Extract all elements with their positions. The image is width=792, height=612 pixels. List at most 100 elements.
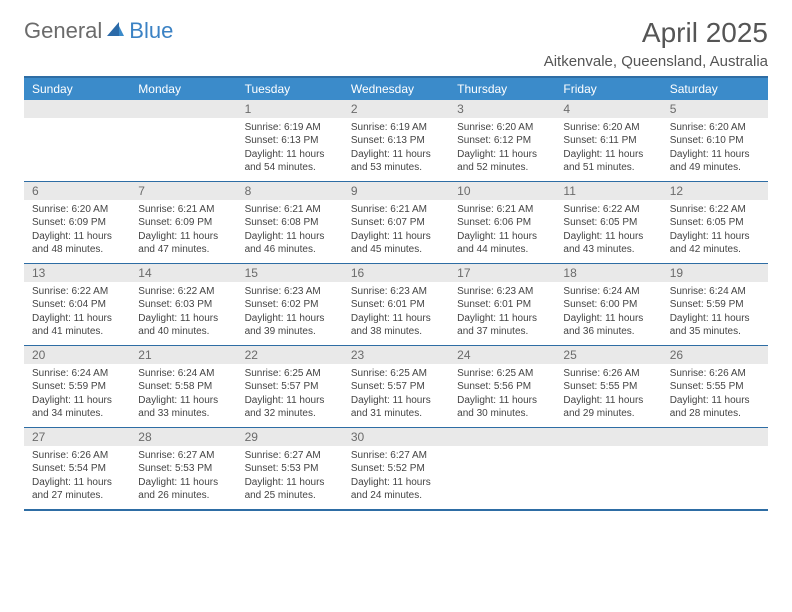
sunset-text: Sunset: 5:54 PM [32, 462, 122, 476]
day-number: 10 [449, 182, 555, 200]
day-number: 20 [24, 346, 130, 364]
daylight-text: Daylight: 11 hours and 30 minutes. [457, 394, 547, 421]
day-header: Tuesday [237, 78, 343, 100]
day-number [24, 100, 130, 118]
daylight-text: Daylight: 11 hours and 31 minutes. [351, 394, 441, 421]
day-cell: Sunrise: 6:24 AMSunset: 5:59 PMDaylight:… [24, 364, 130, 427]
day-cell: Sunrise: 6:23 AMSunset: 6:01 PMDaylight:… [449, 282, 555, 345]
daylight-text: Daylight: 11 hours and 46 minutes. [245, 230, 335, 257]
day-cell [130, 118, 236, 181]
day-cell: Sunrise: 6:21 AMSunset: 6:09 PMDaylight:… [130, 200, 236, 263]
sunset-text: Sunset: 5:59 PM [670, 298, 760, 312]
sunset-text: Sunset: 6:12 PM [457, 134, 547, 148]
day-cell [449, 446, 555, 509]
day-header: Monday [130, 78, 236, 100]
day-cell [24, 118, 130, 181]
daylight-text: Daylight: 11 hours and 38 minutes. [351, 312, 441, 339]
day-number: 25 [555, 346, 661, 364]
title-block: April 2025 Aitkenvale, Queensland, Austr… [544, 18, 768, 70]
sunset-text: Sunset: 6:06 PM [457, 216, 547, 230]
sunrise-text: Sunrise: 6:20 AM [670, 121, 760, 135]
daylight-text: Daylight: 11 hours and 45 minutes. [351, 230, 441, 257]
day-cell: Sunrise: 6:27 AMSunset: 5:53 PMDaylight:… [237, 446, 343, 509]
sunset-text: Sunset: 5:53 PM [245, 462, 335, 476]
location-text: Aitkenvale, Queensland, Australia [544, 53, 768, 70]
sunrise-text: Sunrise: 6:20 AM [32, 203, 122, 217]
daylight-text: Daylight: 11 hours and 25 minutes. [245, 476, 335, 503]
day-cell: Sunrise: 6:21 AMSunset: 6:07 PMDaylight:… [343, 200, 449, 263]
week-daynum-row: 6789101112 [24, 181, 768, 200]
day-number: 2 [343, 100, 449, 118]
sunrise-text: Sunrise: 6:24 AM [670, 285, 760, 299]
day-cell: Sunrise: 6:21 AMSunset: 6:06 PMDaylight:… [449, 200, 555, 263]
week-daynum-row: 12345 [24, 100, 768, 118]
sunrise-text: Sunrise: 6:19 AM [351, 121, 441, 135]
day-number: 19 [662, 264, 768, 282]
day-header-row: SundayMondayTuesdayWednesdayThursdayFrid… [24, 78, 768, 100]
sunrise-text: Sunrise: 6:25 AM [457, 367, 547, 381]
day-cell: Sunrise: 6:27 AMSunset: 5:52 PMDaylight:… [343, 446, 449, 509]
day-number: 6 [24, 182, 130, 200]
day-number: 1 [237, 100, 343, 118]
day-number: 27 [24, 428, 130, 446]
day-number: 9 [343, 182, 449, 200]
sunset-text: Sunset: 6:11 PM [563, 134, 653, 148]
sunset-text: Sunset: 5:59 PM [32, 380, 122, 394]
day-number: 18 [555, 264, 661, 282]
day-number: 16 [343, 264, 449, 282]
sunset-text: Sunset: 6:10 PM [670, 134, 760, 148]
day-number: 5 [662, 100, 768, 118]
week-content-row: Sunrise: 6:24 AMSunset: 5:59 PMDaylight:… [24, 364, 768, 427]
day-number: 22 [237, 346, 343, 364]
sunset-text: Sunset: 6:02 PM [245, 298, 335, 312]
daylight-text: Daylight: 11 hours and 53 minutes. [351, 148, 441, 175]
brand-blue: Blue [129, 18, 173, 44]
daylight-text: Daylight: 11 hours and 35 minutes. [670, 312, 760, 339]
day-cell: Sunrise: 6:20 AMSunset: 6:11 PMDaylight:… [555, 118, 661, 181]
daylight-text: Daylight: 11 hours and 49 minutes. [670, 148, 760, 175]
sunset-text: Sunset: 6:05 PM [670, 216, 760, 230]
sunset-text: Sunset: 5:55 PM [670, 380, 760, 394]
daylight-text: Daylight: 11 hours and 34 minutes. [32, 394, 122, 421]
day-cell: Sunrise: 6:22 AMSunset: 6:05 PMDaylight:… [662, 200, 768, 263]
day-number: 21 [130, 346, 236, 364]
sunset-text: Sunset: 5:57 PM [245, 380, 335, 394]
day-number: 12 [662, 182, 768, 200]
sunrise-text: Sunrise: 6:23 AM [457, 285, 547, 299]
daylight-text: Daylight: 11 hours and 37 minutes. [457, 312, 547, 339]
day-number [130, 100, 236, 118]
sunset-text: Sunset: 5:56 PM [457, 380, 547, 394]
sunrise-text: Sunrise: 6:24 AM [138, 367, 228, 381]
sunrise-text: Sunrise: 6:25 AM [245, 367, 335, 381]
daylight-text: Daylight: 11 hours and 54 minutes. [245, 148, 335, 175]
week-content-row: Sunrise: 6:19 AMSunset: 6:13 PMDaylight:… [24, 118, 768, 181]
daylight-text: Daylight: 11 hours and 33 minutes. [138, 394, 228, 421]
sunrise-text: Sunrise: 6:22 AM [670, 203, 760, 217]
day-number: 15 [237, 264, 343, 282]
day-number: 30 [343, 428, 449, 446]
month-title: April 2025 [544, 18, 768, 49]
day-cell [662, 446, 768, 509]
daylight-text: Daylight: 11 hours and 32 minutes. [245, 394, 335, 421]
day-cell [555, 446, 661, 509]
day-cell: Sunrise: 6:23 AMSunset: 6:01 PMDaylight:… [343, 282, 449, 345]
week-content-row: Sunrise: 6:26 AMSunset: 5:54 PMDaylight:… [24, 446, 768, 509]
day-cell: Sunrise: 6:19 AMSunset: 6:13 PMDaylight:… [343, 118, 449, 181]
daylight-text: Daylight: 11 hours and 24 minutes. [351, 476, 441, 503]
sunrise-text: Sunrise: 6:20 AM [457, 121, 547, 135]
sunset-text: Sunset: 6:13 PM [351, 134, 441, 148]
sunrise-text: Sunrise: 6:26 AM [563, 367, 653, 381]
sunset-text: Sunset: 6:09 PM [32, 216, 122, 230]
day-cell: Sunrise: 6:20 AMSunset: 6:10 PMDaylight:… [662, 118, 768, 181]
sunrise-text: Sunrise: 6:21 AM [351, 203, 441, 217]
sail-icon [105, 18, 125, 44]
sunset-text: Sunset: 6:08 PM [245, 216, 335, 230]
daylight-text: Daylight: 11 hours and 41 minutes. [32, 312, 122, 339]
day-cell: Sunrise: 6:25 AMSunset: 5:57 PMDaylight:… [237, 364, 343, 427]
week-daynum-row: 13141516171819 [24, 263, 768, 282]
sunset-text: Sunset: 6:07 PM [351, 216, 441, 230]
day-number: 3 [449, 100, 555, 118]
sunrise-text: Sunrise: 6:22 AM [563, 203, 653, 217]
day-header: Sunday [24, 78, 130, 100]
calendar: SundayMondayTuesdayWednesdayThursdayFrid… [24, 76, 768, 511]
